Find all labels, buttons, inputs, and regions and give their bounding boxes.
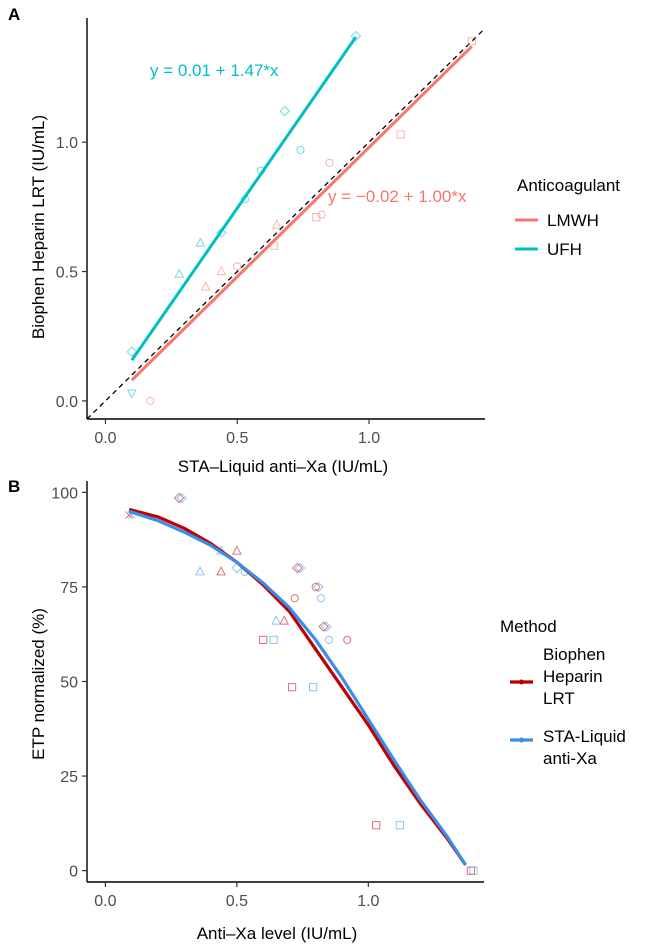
panel-b-point-sta-6 — [269, 635, 278, 644]
panel-b-point-biophen-10 — [318, 621, 329, 632]
panel-b-legend-title: Method — [500, 617, 557, 636]
panel-a-y-tick-label-1: 0.5 — [56, 265, 78, 282]
panel-a-point-ufh-8 — [296, 145, 305, 155]
panel-b-x-tick-label-2: 1.0 — [357, 893, 379, 910]
panel-b-point-biophen-8 — [292, 562, 303, 574]
panel-a-fit-line-lmwh — [130, 45, 473, 382]
panel-a-point-ufh-9 — [350, 30, 362, 42]
panel-a-point-ufh-3 — [195, 237, 206, 247]
panel-a-point-ufh-1 — [126, 346, 138, 358]
panel-a-point-lmwh-5 — [271, 219, 282, 229]
panel-b-x-tick-label-0: 0.0 — [94, 893, 116, 910]
panel-a-point-ufh-0 — [126, 389, 137, 399]
panel-a-point-lmwh-9 — [396, 130, 405, 139]
panel-b-point-sta-10 — [313, 581, 324, 593]
panel-b-smooth-line-biophen — [128, 507, 467, 866]
panel-b-point-biophen-12 — [372, 821, 381, 830]
panel-b-legend-label-sta-line-1: STA-Liquid — [543, 727, 626, 746]
panel-b-point-sta-7 — [271, 615, 282, 625]
panel-a-point-ufh-2 — [174, 268, 185, 278]
panel-a-point-lmwh-1 — [200, 281, 211, 291]
panel-a-lmwh-equation: y = −0.02 + 1.00*x — [328, 187, 467, 206]
panel-a-x-tick-label-2: 1.0 — [358, 430, 380, 447]
panel-b-y-tick-label-2: 50 — [60, 675, 78, 692]
panel-b-y-tick-label-0: 0 — [69, 864, 78, 881]
panel-b-legend-label-biophen-line-2: Heparin — [543, 667, 603, 686]
panel-a-fit-line-ufh — [130, 36, 358, 362]
panel-b-legend-dot-biophen — [519, 679, 524, 685]
panel-b-point-sta-9 — [309, 683, 318, 692]
panel-b-point-sta-13 — [324, 635, 333, 644]
panel-a-point-ufh-4 — [216, 227, 227, 239]
panel-a-x-tick-label-1: 0.5 — [226, 430, 248, 447]
panel-b-legend-label-biophen-line-3: LRT — [543, 689, 575, 708]
panel-a-point-lmwh-0 — [146, 396, 155, 405]
panel-b-point-sta-1 — [176, 492, 187, 504]
panel-b-point-biophen-9 — [311, 582, 320, 592]
panel-a-legend-title: Anticoagulant — [517, 176, 620, 195]
panel-b-y-axis-title: ETP normalized (%) — [29, 608, 48, 760]
panel-a-x-axis-title: STA–Liquid anti–Xa (IU/mL) — [178, 457, 388, 476]
panel-b-point-sta-14 — [395, 821, 404, 830]
panel-b-tag: B — [8, 477, 20, 496]
panel-a-legend-label-lmwh: LMWH — [547, 211, 599, 230]
panel-b-legend-dot-sta — [519, 737, 524, 743]
panel-a-point-lmwh-7 — [317, 210, 326, 219]
panel-b-x-axis-title: Anti–Xa level (IU/mL) — [197, 924, 358, 943]
panel-a-point-lmwh-3 — [233, 262, 242, 271]
panel-a-point-lmwh-10 — [467, 37, 476, 46]
panel-b-point-biophen-6 — [287, 683, 297, 692]
panel-b-point-biophen-4 — [259, 635, 268, 644]
panel-a-legend-label-ufh: UFH — [547, 240, 582, 259]
panel-b-point-sta-8 — [294, 562, 306, 574]
panel-b-point-biophen-7 — [290, 594, 299, 603]
panel-b-point-sta-15 — [469, 866, 478, 875]
panel-a-ufh-equation: y = 0.01 + 1.47*x — [150, 61, 279, 80]
panel-a-point-ufh-7 — [279, 105, 290, 117]
panel-a-y-tick-label-0: 0.0 — [56, 394, 78, 411]
panel-b-point-biophen-2 — [216, 566, 227, 576]
panel-b-point-sta-11 — [316, 594, 326, 603]
panel-a-point-lmwh-8 — [325, 158, 334, 167]
panel-b-y-tick-label-1: 25 — [60, 769, 78, 786]
panel-a-point-lmwh-2 — [216, 265, 227, 276]
panel-a-y-axis-title: Biophen Heparin LRT (IU/mL) — [29, 115, 48, 339]
panel-b-point-biophen-13 — [466, 866, 475, 875]
panel-b-y-tick-label-3: 75 — [60, 580, 78, 597]
panel-b-point-sta-2 — [195, 566, 205, 576]
panel-a-x-tick-label-0: 0.0 — [94, 430, 116, 447]
panel-b-legend-label-sta-line-2: anti-Xa — [543, 749, 597, 768]
panel-b-y-tick-label-4: 100 — [51, 485, 78, 502]
panel-a-tag: A — [8, 5, 20, 24]
panel-a-point-lmwh-6 — [312, 213, 321, 222]
panel-b-point-biophen-1 — [173, 492, 185, 504]
panel-b-point-biophen-11 — [343, 635, 352, 644]
panel-a-y-tick-label-2: 1.0 — [56, 135, 78, 152]
panel-b-legend-label-biophen-line-1: Biophen — [543, 645, 605, 664]
panel-b-point-biophen-5 — [279, 615, 290, 625]
panel-a-identity-line — [86, 27, 486, 420]
chart-marks-layer: 0.0 0.5 1.0 0.0 0.5 1.0 0.0 0.5 1.0 0 25 50 75 100 — [51, 18, 538, 910]
panel-b-point-sta-12 — [320, 621, 332, 632]
panel-b-point-biophen-3 — [231, 545, 242, 555]
panel-b-x-tick-label-1: 0.5 — [226, 893, 248, 910]
panel-b-smooth-line-sta — [128, 509, 467, 866]
